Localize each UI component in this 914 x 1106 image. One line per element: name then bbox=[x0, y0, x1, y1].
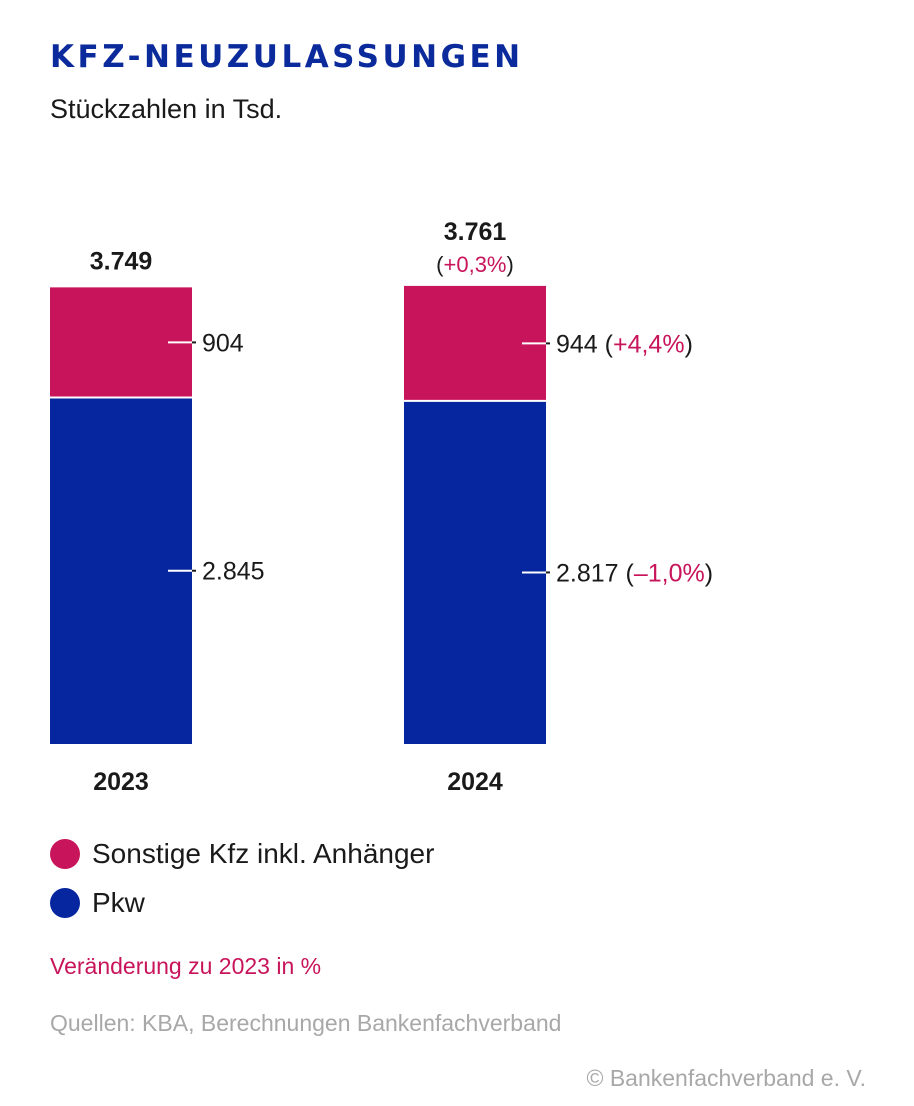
stacked-bar-chart: 904 2.845 3.749 2023 944 (+4,4%) 2.817 (–1,0%… bbox=[50, 218, 713, 796]
data-label-sonstige-2024: 944 (+4,4%) bbox=[556, 330, 693, 358]
legend-label-pkw: Pkw bbox=[92, 887, 145, 918]
data-label-pkw-2024: 2.817 (–1,0%) bbox=[556, 559, 713, 587]
source-note: Quellen: KBA, Berechnungen Bankenfachver… bbox=[50, 1010, 562, 1036]
total-change-2024: (+0,3%) bbox=[436, 252, 514, 277]
chart-title: KFZ-NEUZULASSUNGEN bbox=[50, 39, 524, 75]
copyright-note: © Bankenfachverband e. V. bbox=[586, 1065, 866, 1091]
total-label-2023: 3.749 bbox=[90, 247, 153, 275]
legend-label-sonstige: Sonstige Kfz inkl. Anhänger bbox=[92, 838, 435, 869]
chart-subtitle: Stückzahlen in Tsd. bbox=[50, 94, 283, 124]
total-label-2024: 3.761 bbox=[444, 218, 507, 246]
data-label-pkw-2023: 2.845 bbox=[202, 558, 265, 586]
category-label-2023: 2023 bbox=[93, 768, 149, 796]
change-note: Veränderung zu 2023 in % bbox=[50, 953, 322, 979]
data-label-sonstige-2023: 904 bbox=[202, 329, 244, 357]
legend: Sonstige Kfz inkl. Anhänger Pkw bbox=[50, 836, 434, 934]
legend-item-pkw: Pkw bbox=[50, 885, 434, 921]
category-label-2024: 2024 bbox=[447, 768, 503, 796]
legend-swatch-pkw bbox=[50, 888, 80, 918]
legend-swatch-sonstige bbox=[50, 839, 80, 869]
legend-item-sonstige: Sonstige Kfz inkl. Anhänger bbox=[50, 836, 434, 872]
